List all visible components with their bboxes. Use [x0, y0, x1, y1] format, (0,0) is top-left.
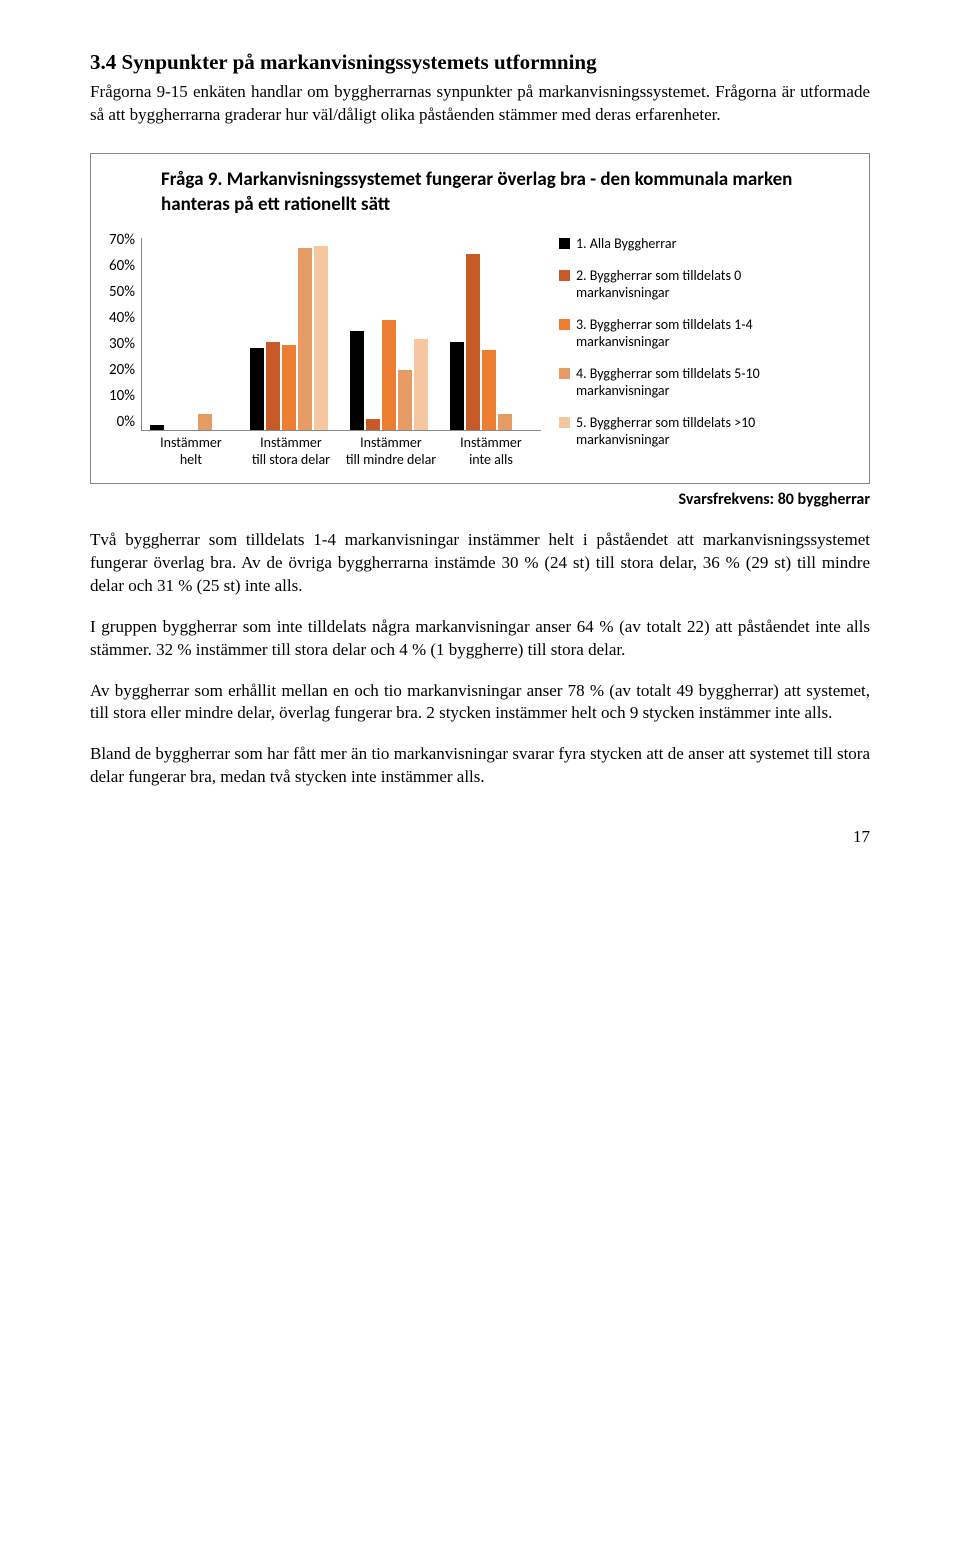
- y-tick-label: 0%: [109, 413, 135, 431]
- legend-swatch: [559, 417, 570, 428]
- legend-swatch: [559, 319, 570, 330]
- bar: [482, 350, 496, 430]
- svarsfrekvens-label: Svarsfrekvens: 80 byggherrar: [90, 490, 870, 509]
- body-paragraph-1: Två byggherrar som tilldelats 1-4 markan…: [90, 529, 870, 598]
- bar: [466, 254, 480, 430]
- legend-item: 3. Byggherrar som tilldelats 1-4 markanv…: [559, 316, 819, 351]
- legend-label: 2. Byggherrar som tilldelats 0 markanvis…: [576, 267, 819, 302]
- bar: [398, 370, 412, 431]
- y-tick-label: 40%: [109, 309, 135, 327]
- bar: [282, 345, 296, 430]
- bar: [150, 425, 164, 431]
- x-tick-label: Instämmertill mindre delar: [341, 435, 441, 469]
- body-paragraph-3: Av byggherrar som erhållit mellan en och…: [90, 680, 870, 726]
- x-tick-label: Instämmertill stora delar: [241, 435, 341, 469]
- bar: [366, 419, 380, 430]
- intro-paragraph: Frågorna 9-15 enkäten handlar om byggher…: [90, 81, 870, 127]
- bar: [198, 414, 212, 431]
- legend-item: 5. Byggherrar som tilldelats >10 markanv…: [559, 414, 819, 449]
- legend-item: 1. Alla Byggherrar: [559, 235, 819, 253]
- bar: [298, 248, 312, 430]
- legend-label: 3. Byggherrar som tilldelats 1-4 markanv…: [576, 316, 819, 351]
- y-tick-label: 20%: [109, 361, 135, 379]
- bar: [250, 348, 264, 431]
- page-number: 17: [90, 827, 870, 847]
- chart-plot: [141, 238, 541, 431]
- y-tick-label: 10%: [109, 387, 135, 405]
- bar: [266, 342, 280, 430]
- bar-group: [450, 254, 528, 430]
- x-tick-label: Instämmerinte alls: [441, 435, 541, 469]
- bar: [382, 320, 396, 430]
- bar: [350, 331, 364, 430]
- bar: [314, 246, 328, 431]
- bar-group: [350, 320, 428, 430]
- bar: [498, 414, 512, 431]
- body-paragraph-2: I gruppen byggherrar som inte tilldelats…: [90, 616, 870, 662]
- chart-container: Fråga 9. Markanvisningssystemet fungerar…: [90, 153, 870, 484]
- x-tick-label: Instämmerhelt: [141, 435, 241, 469]
- legend-swatch: [559, 238, 570, 249]
- section-heading: 3.4 Synpunkter på markanvisningssystemet…: [90, 50, 870, 75]
- y-axis: 70% 60% 50% 40% 30% 20% 10% 0%: [109, 231, 141, 431]
- bar: [414, 339, 428, 430]
- legend-swatch: [559, 270, 570, 281]
- chart-title: Fråga 9. Markanvisningssystemet fungerar…: [161, 168, 857, 217]
- bar: [450, 342, 464, 430]
- legend-label: 1. Alla Byggherrar: [576, 235, 677, 253]
- body-paragraph-4: Bland de byggherrar som har fått mer än …: [90, 743, 870, 789]
- legend-item: 4. Byggherrar som tilldelats 5-10 markan…: [559, 365, 819, 400]
- y-tick-label: 30%: [109, 335, 135, 353]
- y-tick-label: 50%: [109, 283, 135, 301]
- legend-label: 5. Byggherrar som tilldelats >10 markanv…: [576, 414, 819, 449]
- y-tick-label: 60%: [109, 257, 135, 275]
- bar-group: [250, 246, 328, 431]
- x-axis-labels: InstämmerheltInstämmertill stora delarIn…: [141, 435, 541, 469]
- legend-label: 4. Byggherrar som tilldelats 5-10 markan…: [576, 365, 819, 400]
- bar-group: [150, 414, 228, 431]
- legend-item: 2. Byggherrar som tilldelats 0 markanvis…: [559, 267, 819, 302]
- chart-legend: 1. Alla Byggherrar 2. Byggherrar som till…: [559, 231, 819, 463]
- y-tick-label: 70%: [109, 231, 135, 249]
- legend-swatch: [559, 368, 570, 379]
